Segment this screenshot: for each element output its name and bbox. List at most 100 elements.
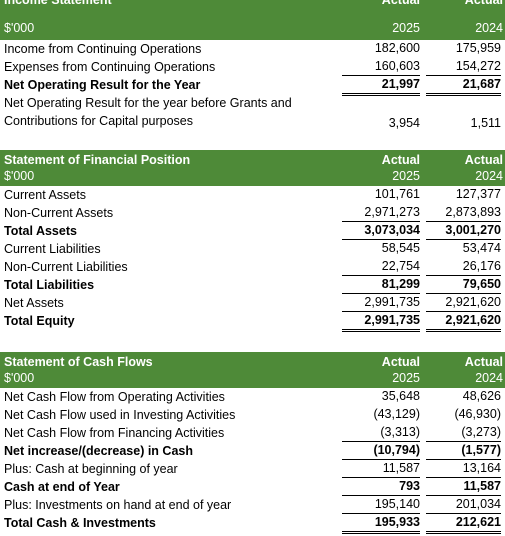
row-label: Current Assets: [4, 188, 86, 202]
table-row: Total Liabilities 81,299 79,650: [0, 276, 505, 294]
row-label: Current Liabilities: [4, 242, 101, 256]
table-row: Net Cash Flow used in Investing Activiti…: [0, 406, 505, 424]
table-row: Net Assets 2,991,735 2,921,620: [0, 294, 505, 312]
table-row: Expenses from Continuing Operations 160,…: [0, 58, 505, 76]
row-label: Total Assets: [4, 224, 77, 238]
row-label: Net Operating Result for the Year: [4, 78, 201, 92]
row-value-2024: 212,621: [426, 514, 501, 534]
income-col-actual-2025: Actual: [381, 0, 420, 7]
row-label: Contributions for Capital purposes: [4, 114, 193, 128]
row-value-2024: 3,001,270: [426, 222, 501, 240]
row-label: Non-Current Assets: [4, 206, 114, 220]
row-value-2025: 11,587: [342, 460, 420, 478]
position-col-actual-2024: Actual: [464, 153, 503, 167]
row-value-2025: 2,991,735: [342, 312, 420, 332]
cash-flows-title: Statement of Cash Flows: [4, 355, 153, 369]
row-value-2025: 81,299: [342, 276, 420, 294]
row-value-2025: (3,313): [342, 424, 420, 442]
table-row: Plus: Investments on hand at end of year…: [0, 496, 505, 514]
row-label: Net Cash Flow used in Investing Activiti…: [4, 408, 236, 422]
row-value-2024: 26,176: [426, 258, 501, 276]
position-col-actual-2025: Actual: [381, 153, 420, 167]
income-col-year-2024: 2024: [475, 21, 503, 35]
row-value-2024: 53,474: [462, 241, 501, 255]
row-value-2024: 154,272: [426, 58, 501, 76]
income-statement-header: Income Statement $'000 Actual Actual 202…: [0, 0, 505, 40]
row-value-2025: 2,991,735: [342, 294, 420, 312]
row-value-2025: 3,073,034: [342, 222, 420, 240]
row-value-2025: (43,129): [373, 407, 420, 421]
row-value-2024: 1,511: [470, 116, 501, 130]
row-value-2025: 21,997: [342, 76, 420, 96]
row-value-2024: 175,959: [455, 41, 501, 55]
row-value-2024: 13,164: [426, 460, 501, 478]
position-col-year-2025: 2025: [392, 169, 420, 183]
cashflow-col-actual-2025: Actual: [381, 355, 420, 369]
income-col-year-2025: 2025: [392, 21, 420, 35]
table-row: Total Assets 3,073,034 3,001,270: [0, 222, 505, 240]
table-row: Net Cash Flow from Operating Activities …: [0, 388, 505, 406]
row-value-2025: 160,603: [342, 58, 420, 76]
table-row: Net Cash Flow from Financing Activities …: [0, 424, 505, 442]
row-value-2025: 195,140: [342, 496, 420, 514]
row-value-2025: 182,600: [374, 41, 420, 55]
row-label: Net Cash Flow from Financing Activities: [4, 426, 225, 440]
cashflow-col-year-2024: 2024: [475, 371, 503, 385]
row-value-2025: 3,954: [388, 116, 420, 130]
financial-position-section: Statement of Financial Position $'000 Ac…: [0, 150, 505, 332]
row-value-2025: 195,933: [342, 514, 420, 534]
income-col-actual-2024: Actual: [464, 0, 503, 7]
row-value-2025: 101,761: [374, 187, 420, 201]
table-row: Current Liabilities 58,545 53,474: [0, 240, 505, 258]
cash-flows-unit: $'000: [4, 371, 35, 385]
row-value-2025: 22,754: [342, 258, 420, 276]
table-row: Total Equity 2,991,735 2,921,620: [0, 312, 505, 332]
row-value-2025: 2,971,273: [342, 204, 420, 222]
table-row: Plus: Cash at beginning of year 11,587 1…: [0, 460, 505, 478]
cashflow-col-actual-2024: Actual: [464, 355, 503, 369]
row-label: Total Liabilities: [4, 278, 95, 292]
income-statement-section: Income Statement $'000 Actual Actual 202…: [0, 0, 505, 132]
table-row: Net Operating Result for the Year 21,997…: [0, 76, 505, 96]
row-label: Plus: Cash at beginning of year: [4, 462, 178, 476]
row-value-2025: (10,794): [342, 442, 420, 460]
table-row: Non-Current Assets 2,971,273 2,873,893: [0, 204, 505, 222]
row-value-2024: 21,687: [426, 76, 501, 96]
row-label: Total Cash & Investments: [4, 516, 156, 530]
table-row: Net Operating Result for the year before…: [0, 94, 505, 112]
row-value-2025: 35,648: [381, 389, 420, 403]
row-value-2024: 2,921,620: [426, 294, 501, 312]
table-row: Non-Current Liabilities 22,754 26,176: [0, 258, 505, 276]
row-label: Net increase/(decrease) in Cash: [4, 444, 193, 458]
row-value-2024: 11,587: [426, 478, 501, 496]
row-value-2025: 58,545: [381, 241, 420, 255]
row-value-2024: 201,034: [426, 496, 501, 514]
position-col-year-2024: 2024: [475, 169, 503, 183]
row-label: Net Assets: [4, 296, 64, 310]
financial-position-header: Statement of Financial Position $'000 Ac…: [0, 150, 505, 186]
row-label: Net Cash Flow from Operating Activities: [4, 390, 225, 404]
cash-flows-header: Statement of Cash Flows $'000 Actual Act…: [0, 352, 505, 388]
row-label: Income from Continuing Operations: [4, 42, 202, 56]
cash-flows-section: Statement of Cash Flows $'000 Actual Act…: [0, 352, 505, 534]
table-row: Income from Continuing Operations 182,60…: [0, 40, 505, 58]
table-row: Total Cash & Investments 195,933 212,621: [0, 514, 505, 534]
row-value-2024: 127,377: [455, 187, 501, 201]
row-value-2024: 2,873,893: [426, 204, 501, 222]
table-row: Current Assets 101,761 127,377: [0, 186, 505, 204]
row-value-2024: 2,921,620: [426, 312, 501, 332]
row-value-2024: 79,650: [426, 276, 501, 294]
row-value-2024: (46,930): [454, 407, 501, 421]
row-label: Non-Current Liabilities: [4, 260, 128, 274]
table-row: Net increase/(decrease) in Cash (10,794)…: [0, 442, 505, 460]
table-row: Cash at end of Year 793 11,587: [0, 478, 505, 496]
row-value-2024: (3,273): [426, 424, 501, 442]
financial-position-title: Statement of Financial Position: [4, 153, 191, 167]
financial-position-unit: $'000: [4, 169, 35, 183]
income-statement-title: Income Statement: [4, 0, 112, 7]
row-label: Cash at end of Year: [4, 480, 120, 494]
cashflow-col-year-2025: 2025: [392, 371, 420, 385]
row-label: Total Equity: [4, 314, 75, 328]
row-value-2025: 793: [342, 478, 420, 496]
table-row: Contributions for Capital purposes 3,954…: [0, 112, 505, 132]
